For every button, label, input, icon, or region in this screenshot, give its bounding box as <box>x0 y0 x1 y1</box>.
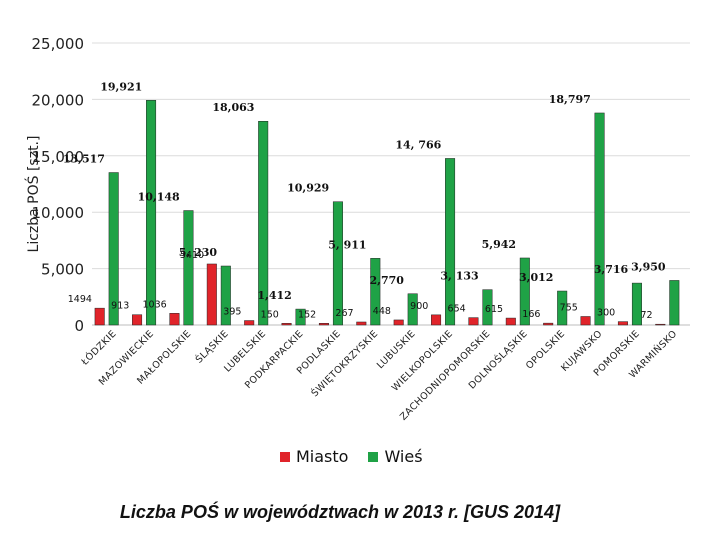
data-label: 18,063 <box>212 101 254 114</box>
bar-miasto <box>580 316 591 326</box>
data-label: 1,412 <box>257 289 291 302</box>
data-label: 166 <box>522 309 540 320</box>
bar-wies <box>519 257 530 326</box>
y-tick-label: 20,000 <box>32 91 85 109</box>
y-tick-label: 25,000 <box>32 35 85 53</box>
bar-miasto <box>244 320 255 326</box>
data-label: 2,770 <box>369 274 404 287</box>
data-label: 5, 230 <box>179 246 218 259</box>
data-label: 3, 133 <box>440 270 478 283</box>
data-label: 267 <box>335 308 353 319</box>
bar-wies <box>220 265 231 326</box>
bar-miasto <box>617 321 628 326</box>
data-label: 1494 <box>68 294 92 305</box>
bar-miasto <box>431 314 442 326</box>
bar-wies <box>482 289 493 326</box>
y-axis-label: Liczba POŚ [szt.] <box>24 136 42 253</box>
chart-caption: Liczba POŚ w województwach w 2013 r. [GU… <box>119 502 561 522</box>
legend-label-wies: Wieś <box>384 447 423 466</box>
data-label: 900 <box>410 301 428 312</box>
bar-wies <box>370 258 381 326</box>
bar-miasto <box>655 323 666 326</box>
bar-miasto <box>356 321 367 326</box>
category-label: ŚWIĘTOKRZYSKIE <box>309 328 381 400</box>
y-tick-label: 5,000 <box>41 261 84 279</box>
bar-wies <box>183 210 194 326</box>
bar-miasto <box>206 263 217 326</box>
data-label: 913 <box>111 301 129 312</box>
y-axis-ticks: 0 5,000 10,000 15,000 20,000 25,000 <box>32 35 85 335</box>
data-label: 14, 766 <box>395 138 441 151</box>
category-label: ŚLĄSKIE <box>193 328 231 366</box>
data-label: 19,921 <box>100 80 142 93</box>
data-label: 300 <box>597 308 615 319</box>
data-label: 3,716 <box>594 263 629 276</box>
legend: Miasto Wieś <box>280 447 423 466</box>
bar-miasto <box>169 313 180 326</box>
legend-item-wies: Wieś <box>368 447 423 466</box>
bar-wies <box>445 158 456 326</box>
data-label: 10,929 <box>287 182 329 195</box>
bar-wies <box>258 120 269 326</box>
legend-label-miasto: Miasto <box>296 447 349 466</box>
bar-miasto <box>468 317 479 326</box>
bar-miasto <box>393 319 404 326</box>
data-label: 10,148 <box>138 191 180 204</box>
data-label: 3,950 <box>631 260 666 273</box>
category-label: ŁÓDZKIE <box>78 328 119 369</box>
bar-wies <box>295 308 306 326</box>
bar-wies <box>108 172 119 326</box>
legend-swatch-wies <box>368 451 379 462</box>
data-label: 152 <box>298 309 316 320</box>
bar-wies <box>146 100 157 326</box>
data-label: 3,012 <box>519 271 553 284</box>
data-label: 615 <box>485 304 503 315</box>
bar-wies <box>557 290 568 326</box>
bar-wies <box>631 282 642 326</box>
data-label: 1036 <box>143 299 167 310</box>
data-label: 395 <box>223 307 241 318</box>
data-label: 72 <box>640 310 652 321</box>
bar-wies <box>332 201 343 326</box>
y-tick-label: 15,000 <box>32 148 85 166</box>
data-label: 755 <box>560 302 578 313</box>
data-label: 150 <box>261 309 279 320</box>
data-label: 18,797 <box>549 93 591 106</box>
legend-swatch-miasto <box>280 451 290 462</box>
data-label: 5,942 <box>482 238 516 251</box>
bar-miasto <box>132 314 143 326</box>
bars <box>94 100 680 326</box>
y-tick-label: 10,000 <box>32 204 85 222</box>
data-label: 5, 911 <box>328 238 366 251</box>
data-label: 5410 <box>180 250 204 261</box>
bar-miasto <box>318 323 329 326</box>
bar-wies <box>594 112 605 326</box>
bar-miasto <box>94 307 105 326</box>
bar-wies <box>407 293 418 326</box>
bar-miasto <box>543 322 554 326</box>
data-label: 654 <box>448 304 466 315</box>
y-tick-label: 0 <box>74 317 84 335</box>
data-label: 13,517 <box>63 153 105 166</box>
bar-miasto <box>505 317 516 326</box>
bar-miasto <box>281 323 292 326</box>
legend-item-miasto: Miasto <box>280 447 348 466</box>
data-label: 448 <box>373 306 391 317</box>
bar-wies <box>669 280 680 326</box>
